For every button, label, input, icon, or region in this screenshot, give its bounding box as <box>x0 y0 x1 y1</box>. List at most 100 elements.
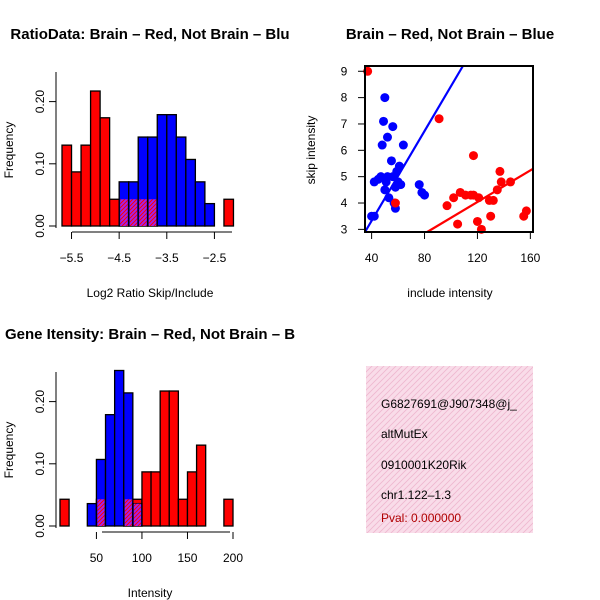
point-brain-5 <box>453 219 463 229</box>
bar-brain-2 <box>80 144 92 227</box>
point-brain-3 <box>442 201 452 211</box>
y-tick-label: 0.20 <box>33 90 47 114</box>
y-tick-label: 5 <box>341 170 348 184</box>
point-brain-9 <box>468 151 478 161</box>
bar-brain-5 <box>150 471 161 527</box>
bar-not-brain-3 <box>113 369 125 527</box>
point-brain-16 <box>488 195 498 205</box>
point-brain-1 <box>390 198 400 208</box>
x-tick-label: 150 <box>177 551 197 565</box>
bar-not-brain-0 <box>86 502 98 527</box>
bar-brain-8 <box>177 498 189 527</box>
y-tick-label: 0.10 <box>33 152 47 176</box>
intensity-histogram-x-ticks: 50 100 150 200 <box>90 532 243 565</box>
point-not-brain-13 <box>386 156 396 166</box>
bar-brain-10 <box>223 198 235 227</box>
point-not-brain-6 <box>379 116 389 126</box>
point-brain-22 <box>521 206 531 216</box>
intensity-scatter-y-ticks: 3 4 5 6 7 8 9 <box>341 64 365 236</box>
point-not-brain-22 <box>396 180 406 190</box>
info-event-type: altMutEx <box>381 427 428 441</box>
x-tick-label: 160 <box>520 251 540 265</box>
y-tick-label: 9 <box>341 64 348 78</box>
intensity-scatter-ylabel: skip intensity <box>304 116 318 185</box>
bar-not-brain-7 <box>185 158 197 227</box>
info-pval: Pval: 0.000000 <box>381 511 461 525</box>
point-brain-15 <box>486 211 496 221</box>
point-brain-19 <box>496 177 506 187</box>
point-brain-11 <box>472 216 482 226</box>
fit-line-not-brain <box>364 65 464 233</box>
intensity-histogram: Gene Itensity: Brain – Red, Not Brain – … <box>2 326 295 600</box>
y-tick-label: 4 <box>341 196 348 210</box>
intensity-scatter: Brain – Red, Not Brain – Blue 40 80 120 160… <box>304 26 554 300</box>
y-tick-label: 0.00 <box>33 514 47 538</box>
y-tick-label: 7 <box>341 117 348 131</box>
bar-brain-4 <box>141 471 152 527</box>
bar-overlap-2 <box>139 199 147 226</box>
intensity-histogram-xlabel: Intensity <box>128 586 173 600</box>
intensity-histogram-y-ticks: 0.00 0.10 0.20 <box>33 390 56 538</box>
intensity-histogram-bars <box>59 369 234 527</box>
point-not-brain-14 <box>388 122 398 132</box>
info-gene-name: 0910001K20Rik <box>381 458 467 472</box>
ratio-histogram-title: RatioData: Brain – Red, Not Brain – Blu <box>10 26 289 43</box>
point-brain-4 <box>449 193 459 203</box>
intensity-histogram-ylabel: Frequency <box>2 422 16 479</box>
x-tick-label: 50 <box>90 551 104 565</box>
bar-brain-11 <box>223 498 234 527</box>
y-tick-label: 0.10 <box>33 452 47 476</box>
y-tick-label: 8 <box>341 91 348 105</box>
x-tick-label: −5.5 <box>60 251 84 265</box>
bar-not-brain-9 <box>204 202 216 227</box>
y-tick-label: 0.20 <box>33 390 47 414</box>
x-tick-label: −4.5 <box>107 251 131 265</box>
intensity-scatter-frame <box>364 65 534 233</box>
bar-brain-0 <box>59 498 70 527</box>
point-brain-2 <box>434 114 444 124</box>
bar-not-brain-4 <box>156 114 168 227</box>
bar-brain-9 <box>186 471 198 527</box>
bar-brain-1 <box>70 171 82 227</box>
point-not-brain-26 <box>420 190 430 200</box>
point-not-brain-7 <box>380 93 390 103</box>
x-tick-label: 200 <box>223 551 243 565</box>
bar-brain-5 <box>108 198 120 227</box>
bar-brain-10 <box>195 444 207 527</box>
point-not-brain-24 <box>414 180 424 190</box>
x-tick-label: 120 <box>467 251 487 265</box>
bar-overlap-3 <box>148 199 157 226</box>
info-panel: G6827691@J907348@j_ altMutEx 0910001K20R… <box>366 366 533 533</box>
y-tick-label: 6 <box>341 143 348 157</box>
intensity-scatter-x-ticks: 40 80 120 160 <box>365 232 541 265</box>
ratio-histogram-ylabel: Frequency <box>2 122 16 179</box>
bar-overlap-1 <box>97 499 105 526</box>
bar-brain-0 <box>61 144 73 227</box>
point-not-brain-23 <box>398 140 408 150</box>
bar-not-brain-2 <box>104 414 116 527</box>
info-location: chr1.122–1.3 <box>381 488 451 502</box>
point-not-brain-10 <box>382 132 392 142</box>
bar-brain-6 <box>159 390 170 527</box>
x-tick-label: −2.5 <box>203 251 227 265</box>
bar-brain-4 <box>99 117 111 227</box>
x-tick-label: 100 <box>132 551 152 565</box>
ratio-histogram: RatioData: Brain – Red, Not Brain – Blu … <box>2 26 290 300</box>
ratio-histogram-xlabel: Log2 Ratio Skip/Include <box>87 286 214 300</box>
intensity-scatter-fit-lines <box>364 65 534 233</box>
ratio-histogram-y-ticks: 0.00 0.10 0.20 <box>33 90 56 238</box>
point-not-brain-8 <box>380 185 390 195</box>
info-panel-background <box>366 366 533 533</box>
intensity-scatter-points <box>363 66 531 234</box>
y-tick-label: 3 <box>341 222 348 236</box>
fit-line-brain <box>426 167 534 233</box>
ratio-histogram-x-ticks: −5.5 −4.5 −3.5 −2.5 <box>60 232 227 265</box>
intensity-scatter-title: Brain – Red, Not Brain – Blue <box>346 26 554 43</box>
bar-overlap-1 <box>129 199 138 226</box>
bar-overlap-4 <box>124 499 132 526</box>
bar-not-brain-6 <box>175 136 187 227</box>
bar-brain-3 <box>89 90 101 227</box>
point-not-brain-5 <box>377 140 387 150</box>
y-tick-label: 0.00 <box>33 214 47 238</box>
